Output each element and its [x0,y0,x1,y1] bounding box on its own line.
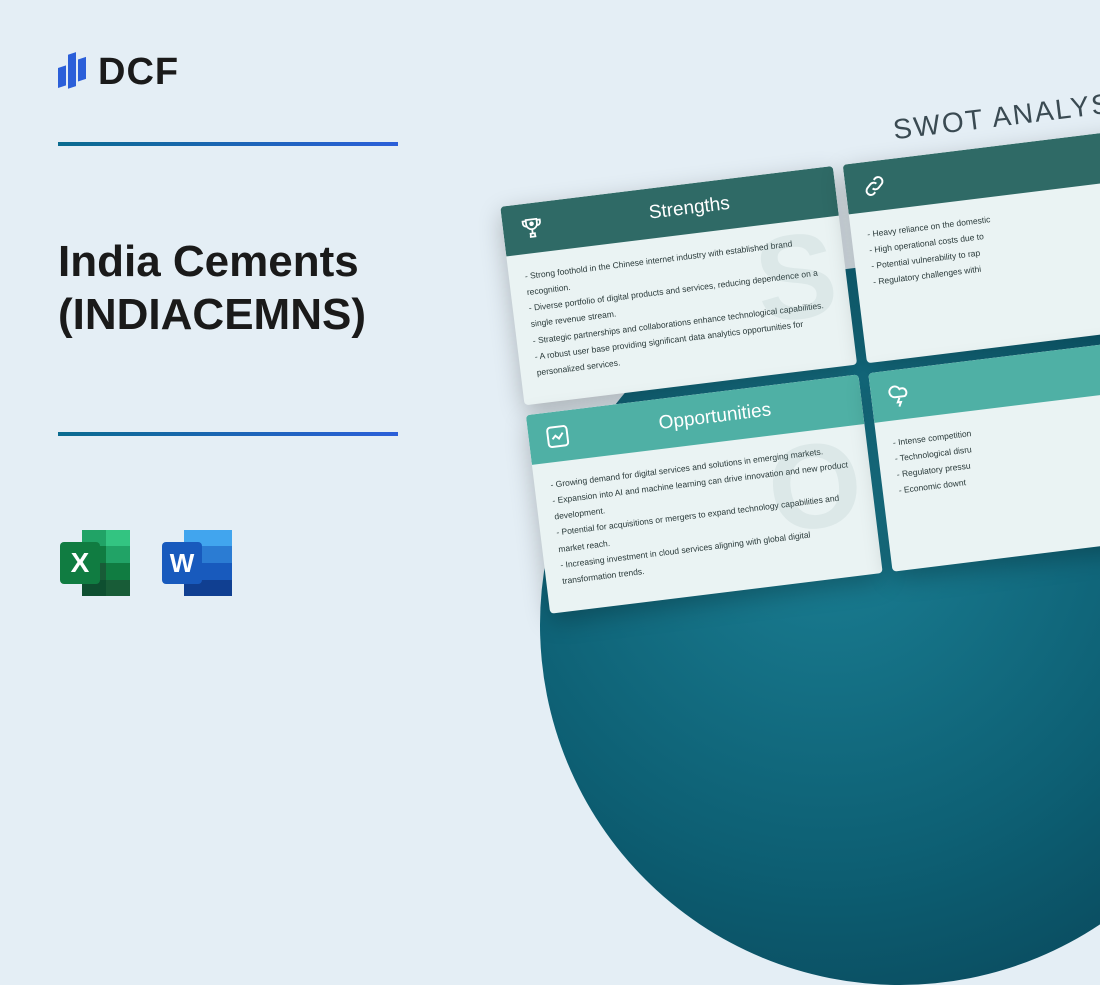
swot-card-opportunities: Opportunities Growing demand for digital… [526,374,883,613]
swot-panel: SWOT ANALYSIS Strengths Strong foothold … [495,80,1100,613]
word-icon: W [160,526,238,605]
swot-card-threats: Intense competition Technological disru … [868,332,1100,571]
title-line-1: India Cements [58,236,498,289]
trophy-icon [518,214,547,243]
swot-card-strengths: Strengths Strong foothold in the Chinese… [500,166,857,405]
svg-text:W: W [170,548,195,578]
swot-title-weaknesses [901,151,1100,183]
logo-bars-icon [58,50,88,94]
svg-text:X: X [71,547,90,578]
link-icon [860,172,889,201]
page-title: India Cements (INDIACEMNS) [58,236,498,342]
title-line-2: (INDIACEMNS) [58,289,498,342]
logo-text: DCF [98,51,179,94]
file-icons-row: X W [58,526,498,605]
divider-bottom [58,432,398,436]
storm-icon [886,380,915,409]
excel-icon: X [58,526,136,605]
divider-top [58,142,398,146]
swot-title-threats [927,359,1100,391]
swot-grid: Strengths Strong foothold in the Chinese… [500,124,1100,614]
swot-card-weaknesses: Heavy reliance on the domestic High oper… [843,124,1100,363]
chart-icon [543,422,572,451]
logo: DCF [58,50,498,94]
